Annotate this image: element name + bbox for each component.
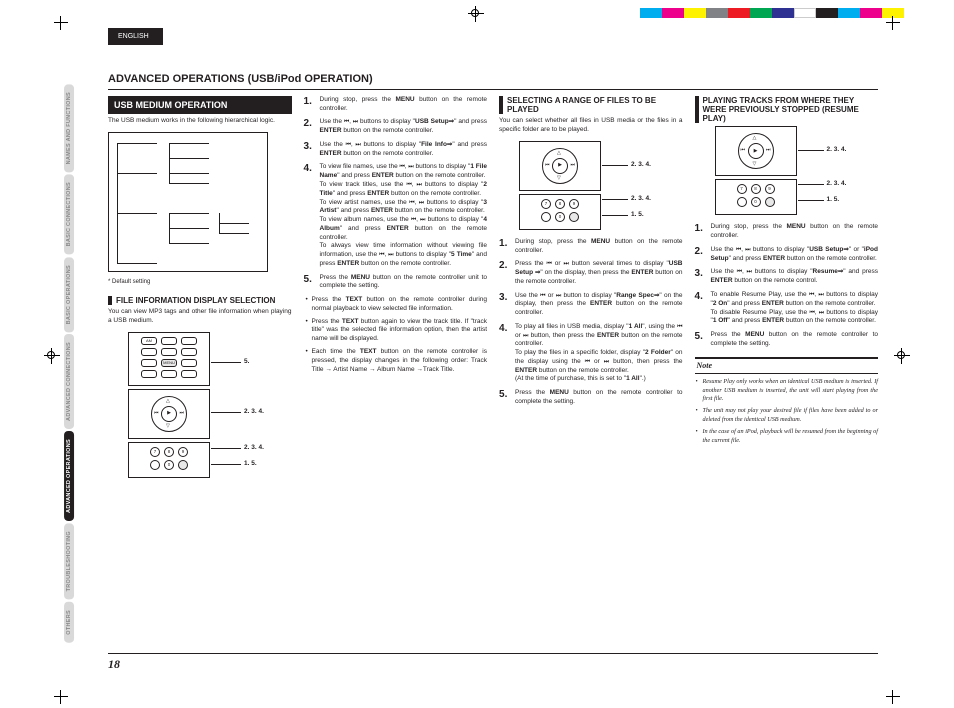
callout-234b: 2. 3. 4. bbox=[244, 444, 264, 453]
step-item: To enable Resume Play, use the ⏮, ⏭ butt… bbox=[695, 291, 879, 326]
remote-diagram-nav-2: ▶ △ ▽ ⏮ ⏭ bbox=[519, 141, 601, 191]
bullet-item: In the case of an iPod, playback will be… bbox=[695, 428, 879, 445]
callout-c4a: 2. 3. 4. bbox=[827, 146, 847, 155]
remote-diagram-top: AM MENU bbox=[128, 332, 210, 386]
column-2: During stop, press the MENU button on th… bbox=[304, 96, 488, 481]
side-tab: TROUBLESHOOTING bbox=[64, 523, 74, 599]
heading-main: ADVANCED OPERATIONS bbox=[108, 73, 245, 85]
side-tab: BASIC CONNECTIONS bbox=[64, 174, 74, 254]
side-tab: ADVANCED OPERATIONS bbox=[64, 431, 74, 521]
default-setting-note: * Default setting bbox=[108, 278, 292, 286]
callout-c3c: 1. 5. bbox=[631, 211, 644, 220]
step-item: To view file names, use the ⏮, ⏭ buttons… bbox=[304, 163, 488, 268]
crop-mark bbox=[886, 16, 900, 30]
column-4: PLAYING TRACKS FROM WHERE THEY WERE PREV… bbox=[695, 96, 879, 481]
subheading-resume: PLAYING TRACKS FROM WHERE THEY WERE PREV… bbox=[695, 96, 879, 124]
step-item: To play all files in USB media, display … bbox=[499, 323, 683, 384]
intro-text: The USB medium works in the following hi… bbox=[108, 117, 292, 126]
registration-mark bbox=[44, 348, 60, 364]
page-content: ENGLISH NAMES AND FUNCTIONSBASIC CONNECT… bbox=[68, 28, 886, 678]
callout-c4c: 1. 5. bbox=[827, 196, 840, 205]
step-item: Press the MENU button on the remote cont… bbox=[304, 274, 488, 292]
column-3: SELECTING A RANGE OF FILES TO BE PLAYED … bbox=[499, 96, 683, 481]
crop-mark bbox=[54, 690, 68, 704]
step-item: During stop, press the MENU button on th… bbox=[304, 96, 488, 114]
crop-mark bbox=[54, 16, 68, 30]
callout-c3b: 2. 3. 4. bbox=[631, 195, 651, 204]
note-title: Note bbox=[695, 357, 879, 375]
steps-fileinfo: During stop, press the MENU button on th… bbox=[304, 96, 488, 291]
side-tab: NAMES AND FUNCTIONS bbox=[64, 84, 74, 172]
hierarchy-diagram bbox=[108, 132, 268, 272]
step-item: Use the ⏮ or ⏭ button to display "Range … bbox=[499, 292, 683, 318]
main-heading: ADVANCED OPERATIONS (USB/iPod OPERATION) bbox=[108, 72, 878, 90]
bullet-item: Press the TEXT button again to view the … bbox=[304, 318, 488, 344]
range-intro: You can select whether all files in USB … bbox=[499, 117, 683, 135]
step-item: Press the MENU button on the remote cont… bbox=[695, 331, 879, 349]
remote-diagram-bottom: 789 0 bbox=[128, 442, 210, 478]
side-tab: OTHERS bbox=[64, 602, 74, 643]
printer-color-bar bbox=[640, 8, 904, 18]
callout-234a: 2. 3. 4. bbox=[244, 408, 264, 417]
step-item: Use the ⏮, ⏭ buttons to display "USB Set… bbox=[695, 246, 879, 264]
column-1: USB MEDIUM OPERATION The USB medium work… bbox=[108, 96, 292, 481]
crop-mark bbox=[886, 690, 900, 704]
side-tab: ADVANCED CONNECTIONS bbox=[64, 334, 74, 429]
remote-diagram-bottom-3: 789 0 bbox=[715, 179, 797, 215]
steps-resume: During stop, press the MENU button on th… bbox=[695, 223, 879, 348]
note-list: Resume Play only works when an identical… bbox=[695, 378, 879, 445]
remote-diagram-bottom-2: 789 0 bbox=[519, 194, 601, 230]
callout-15: 1. 5. bbox=[244, 460, 257, 469]
callout-c4b: 2. 3. 4. bbox=[827, 180, 847, 189]
bullet-item: Press the TEXT button on the remote cont… bbox=[304, 296, 488, 314]
side-tab: BASIC OPERATIONS bbox=[64, 257, 74, 332]
registration-mark bbox=[894, 348, 910, 364]
bullets-fileinfo: Press the TEXT button on the remote cont… bbox=[304, 296, 488, 374]
bullet-item: Each time the TEXT button on the remote … bbox=[304, 348, 488, 374]
subheading-fileinfo: FILE INFORMATION DISPLAY SELECTION bbox=[108, 296, 292, 305]
subheading-range: SELECTING A RANGE OF FILES TO BE PLAYED bbox=[499, 96, 683, 114]
step-item: Press the MENU button on the remote cont… bbox=[499, 389, 683, 407]
step-item: During stop, press the MENU button on th… bbox=[695, 223, 879, 241]
step-item: During stop, press the MENU button on th… bbox=[499, 238, 683, 256]
callout-c3a: 2. 3. 4. bbox=[631, 161, 651, 170]
steps-range: During stop, press the MENU button on th… bbox=[499, 238, 683, 407]
heading-sub: (USB/iPod OPERATION) bbox=[248, 73, 373, 85]
section-banner-usb: USB MEDIUM OPERATION bbox=[108, 96, 292, 114]
fileinfo-intro: You can view MP3 tags and other file inf… bbox=[108, 308, 292, 326]
page-number: 18 bbox=[108, 653, 878, 672]
step-item: Use the ⏮, ⏭ buttons to display "Resume⇒… bbox=[695, 268, 879, 286]
language-tab: ENGLISH bbox=[108, 28, 163, 45]
remote-diagram-nav-3: ▶ △ ▽ ⏮ ⏭ bbox=[715, 126, 797, 176]
callout-5: 5. bbox=[244, 358, 249, 367]
registration-mark bbox=[468, 6, 484, 22]
step-item: Use the ⏮, ⏭ buttons to display "USB Set… bbox=[304, 118, 488, 136]
remote-diagram-nav: ▶ △ ▽ ⏮ ⏭ bbox=[128, 389, 210, 439]
bullet-item: The unit may not play your desired file … bbox=[695, 407, 879, 424]
side-nav: NAMES AND FUNCTIONS BASIC CONNECTIONS BASI… bbox=[64, 84, 100, 644]
step-item: Use the ⏮, ⏭ buttons to display "File In… bbox=[304, 141, 488, 159]
bullet-item: Resume Play only works when an identical… bbox=[695, 378, 879, 403]
step-item: Press the ⏮ or ⏭ button several times to… bbox=[499, 260, 683, 286]
